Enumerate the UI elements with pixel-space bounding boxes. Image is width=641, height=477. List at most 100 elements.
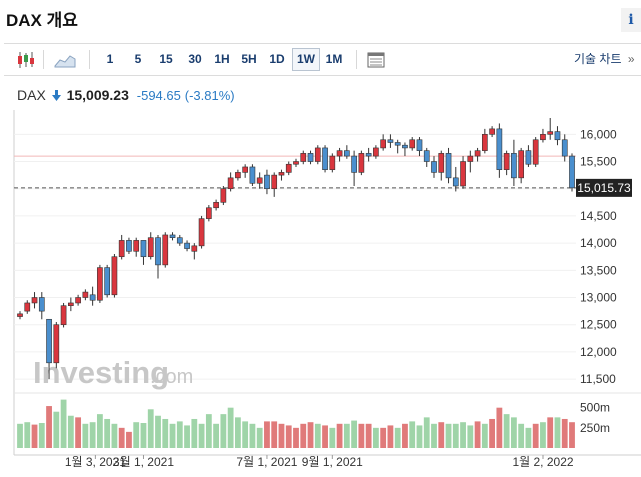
current-value-label: 15,015.73 [577, 181, 631, 195]
volume-bar [126, 431, 132, 448]
candle-body [256, 177, 263, 184]
candle-body [191, 245, 198, 252]
candle-body [481, 134, 488, 151]
volume-bar [176, 421, 183, 448]
candle-body [249, 166, 256, 184]
volume-bar [285, 425, 292, 448]
current-value-badge [576, 178, 632, 197]
volume-bar [104, 418, 111, 448]
volume-bar [481, 423, 488, 448]
candle-body [431, 161, 437, 173]
volume-bar [300, 423, 307, 448]
volume-bar [17, 423, 23, 448]
volume-bar [24, 422, 31, 448]
candle-body [380, 139, 386, 149]
period-5-button[interactable]: 5 [134, 52, 142, 66]
info-button[interactable]: i [621, 8, 641, 32]
candle-body [227, 177, 234, 190]
period-1m-button[interactable]: 1M [325, 52, 343, 66]
volume-bar [460, 422, 466, 448]
candles [17, 118, 575, 380]
volume-bar [540, 422, 546, 448]
volume-bar [518, 423, 525, 448]
period-1-button[interactable]: 1 [106, 52, 114, 66]
volume-bar [503, 414, 510, 448]
volume-bar [234, 417, 241, 448]
candle-body [24, 302, 31, 312]
candle-body [278, 172, 285, 176]
volume-bar [82, 423, 89, 448]
candle-body [460, 161, 466, 187]
volume-bar [452, 423, 459, 448]
candle-body [38, 297, 45, 312]
x-tick-label: 7월 1, 2021 [236, 455, 297, 469]
volume-bar [271, 421, 278, 448]
volume-bar [118, 427, 125, 448]
volume-bar [60, 399, 67, 448]
volume-bar [293, 427, 299, 448]
toolbar-divider [43, 50, 44, 69]
period-15-button[interactable]: 15 [159, 52, 173, 66]
candle-body [569, 155, 575, 189]
y-tick-label: 13,500 [580, 263, 617, 277]
volume-bar [561, 418, 568, 448]
volume-bar [387, 425, 394, 448]
table-view-icon[interactable] [364, 44, 388, 75]
volume-bar [372, 427, 379, 448]
x-tick-label: 3월 1, 2021 [113, 455, 174, 469]
y-tick-label: 12,500 [580, 318, 617, 332]
volume-bar [307, 422, 314, 448]
period-1h-button[interactable]: 1H [214, 52, 230, 66]
volume-bar [264, 421, 270, 448]
volume-bar [198, 423, 205, 448]
volume-bar [467, 425, 474, 448]
page-title: DAX 개요 [6, 11, 78, 30]
volume-bar [474, 421, 481, 448]
volume-bar [547, 417, 554, 448]
candle-body [322, 147, 328, 170]
period-1w-button[interactable]: 1W [297, 52, 315, 66]
candle-body [206, 207, 212, 219]
x-tick-label: 1월 3, 2021 [65, 455, 126, 469]
y-tick-label: 16,000 [580, 127, 617, 141]
candlestick-glyph [18, 52, 34, 68]
area-chart-icon[interactable] [52, 44, 78, 75]
volume-bar [569, 422, 575, 448]
volume-bar [213, 423, 220, 448]
candle-body [336, 150, 343, 157]
y-tick-label: 15,500 [580, 155, 617, 169]
candle-body [118, 240, 125, 258]
candle-body [213, 202, 219, 209]
x-tick-label: 9월 1, 2021 [302, 455, 363, 469]
candle-body [264, 174, 270, 190]
candle-body [416, 139, 423, 151]
candle-body [184, 242, 190, 249]
advanced-chart-link[interactable]: 기술 차트 » [574, 44, 635, 75]
candle-body [365, 153, 372, 157]
candle-body [373, 147, 379, 157]
quote-change: -594.65 [136, 88, 181, 103]
down-arrow-icon [51, 88, 61, 104]
volume-bar [394, 427, 401, 448]
period-30-button[interactable]: 30 [188, 52, 202, 66]
candle-body [53, 324, 60, 364]
x-tick-label: 1월 2, 2022 [512, 455, 573, 469]
candle-body [525, 150, 532, 165]
y-tick-label: 11,500 [580, 372, 616, 386]
period-5h-button[interactable]: 5H [241, 52, 257, 66]
candle-body [540, 134, 546, 141]
volume-bar [336, 423, 343, 448]
candle-body [140, 240, 147, 258]
period-1d-button[interactable]: 1D [269, 52, 285, 66]
volume-bar [278, 423, 285, 448]
volume-bar [343, 423, 350, 448]
candlestick-chart-icon[interactable] [13, 44, 39, 75]
volume-bar [351, 420, 358, 448]
table-glyph [367, 52, 385, 68]
candle-body [17, 313, 23, 317]
candle-body [496, 128, 503, 170]
volume-bar [532, 423, 539, 448]
y-tick-label: 13,000 [580, 291, 617, 305]
volume-bar [133, 422, 140, 448]
